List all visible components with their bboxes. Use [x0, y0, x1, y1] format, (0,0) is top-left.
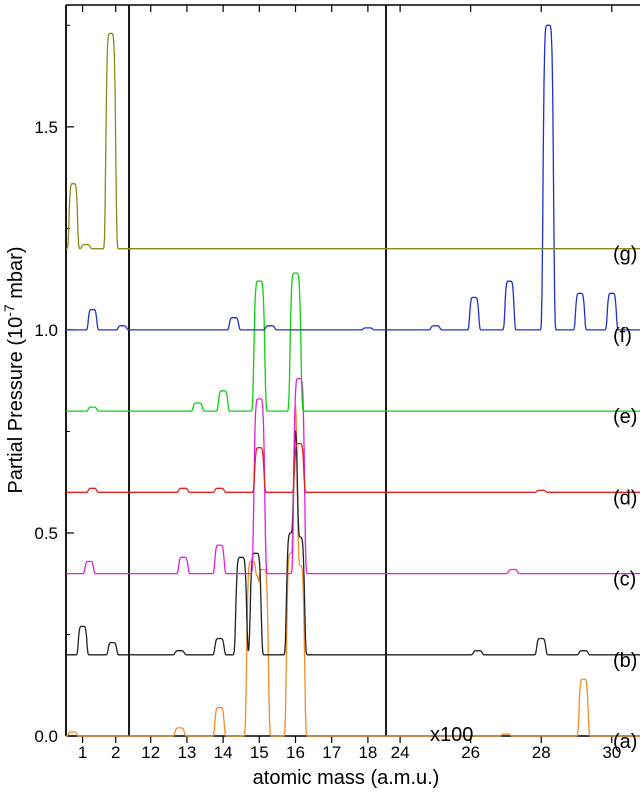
series-line — [66, 308, 129, 331]
y-tick-label: 1.0 — [34, 321, 58, 340]
x-axis-title: atomic mass (a.m.u.) — [253, 767, 440, 789]
series-line — [129, 442, 386, 493]
series-line — [386, 568, 640, 575]
series-line — [386, 489, 640, 493]
series-label: (b) — [613, 650, 637, 672]
x-tick-label: 14 — [214, 743, 233, 762]
x-tick-label: 30 — [602, 743, 621, 762]
series-line — [129, 405, 386, 737]
x-tick-label: 17 — [322, 743, 341, 762]
x-tick-label: 24 — [391, 743, 410, 762]
series-line — [66, 560, 129, 575]
series-line — [386, 637, 640, 656]
y-tick-label: 0.5 — [34, 524, 58, 543]
series-line — [66, 406, 129, 412]
y-tick-label: 0.0 — [34, 727, 58, 746]
series-line — [129, 377, 386, 575]
x-tick-label: 18 — [358, 743, 377, 762]
x-tick-label: 2 — [111, 743, 120, 762]
y-axis-title: Partial Pressure (10-7 mbar) — [1, 247, 27, 494]
x-tick-label: 13 — [177, 743, 196, 762]
y-axis-title-suffix: mbar) — [5, 247, 27, 305]
x-tick-label: 15 — [250, 743, 269, 762]
series-line — [66, 731, 129, 737]
series-line — [66, 487, 129, 493]
series-label: (a) — [613, 731, 637, 753]
series-label: (c) — [613, 569, 636, 591]
x-tick-label: 1 — [78, 743, 87, 762]
series-line — [66, 32, 129, 250]
series-line — [386, 24, 640, 331]
x-tick-label: 28 — [532, 743, 551, 762]
series-line — [129, 430, 386, 656]
x-tick-label: 26 — [461, 743, 480, 762]
series-label: (d) — [613, 487, 637, 509]
series-label: (f) — [613, 325, 632, 347]
series-line — [66, 625, 129, 656]
x-tick-label: 16 — [286, 743, 305, 762]
series-label: (g) — [613, 244, 637, 266]
y-axis-title-exponent: -7 — [1, 304, 17, 317]
series-label: (e) — [613, 406, 637, 428]
series-line — [386, 678, 640, 737]
y-tick-label: 1.5 — [34, 118, 58, 137]
x100-annotation: x100 — [430, 724, 473, 746]
series-line — [129, 272, 386, 412]
y-axis-title-prefix: Partial Pressure (10 — [5, 317, 27, 494]
series-line — [129, 317, 386, 331]
x-tick-label: 12 — [141, 743, 160, 762]
